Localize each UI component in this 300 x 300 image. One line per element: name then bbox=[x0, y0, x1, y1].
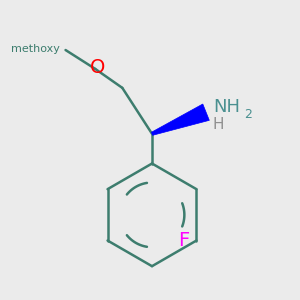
Text: methoxy: methoxy bbox=[11, 44, 60, 54]
Text: 2: 2 bbox=[244, 108, 252, 122]
Polygon shape bbox=[152, 104, 209, 135]
Text: NH: NH bbox=[213, 98, 240, 116]
Text: O: O bbox=[90, 58, 106, 77]
Text: F: F bbox=[178, 231, 190, 250]
Text: H: H bbox=[212, 117, 224, 132]
